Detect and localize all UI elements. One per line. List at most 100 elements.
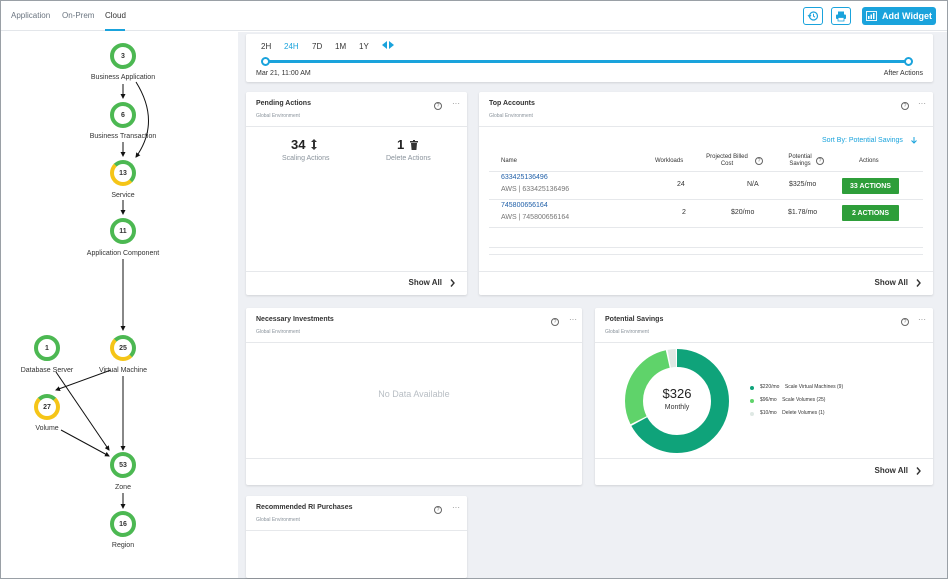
card-divider <box>246 126 467 127</box>
legend-label: Scale Volumes (25) <box>780 397 826 403</box>
delete-actions-count-group[interactable]: 1 <box>397 137 419 152</box>
timeline-track[interactable] <box>265 60 909 63</box>
history-button[interactable] <box>803 7 823 25</box>
scaling-actions-count: 34 <box>291 137 306 152</box>
label-virtual-machine[interactable]: Virtual Machine <box>98 367 148 374</box>
help-icon[interactable]: ? <box>901 102 909 110</box>
chevron-right-icon <box>450 278 455 287</box>
necessary-investments-title: Necessary Investments <box>256 316 334 323</box>
range-7d[interactable]: 7D <box>312 42 323 51</box>
sort-by-dropdown[interactable]: Sort By: Potential Savings <box>822 137 903 144</box>
help-icon[interactable]: ? <box>551 318 559 326</box>
node-region[interactable]: 16 <box>110 511 136 537</box>
potential-savings-subtitle: Global Environment <box>605 329 649 335</box>
more-options-icon[interactable]: ··· <box>918 315 926 324</box>
legend-label: Scale Virtual Machines (9) <box>783 384 844 390</box>
label-business-transaction[interactable]: Business Transaction <box>89 133 157 140</box>
node-virtual-machine[interactable]: 25 <box>110 335 136 361</box>
node-business-transaction[interactable]: 6 <box>110 102 136 128</box>
account-link[interactable]: 745800656164 <box>501 202 548 209</box>
range-1m[interactable]: 1M <box>335 42 347 51</box>
node-database-server[interactable]: 1 <box>34 335 60 361</box>
dashboard-main: 2H 24H 7D 1M 1Y Mar 21, 11:00 AM After A… <box>238 32 947 578</box>
tab-application[interactable]: Application <box>11 11 51 20</box>
node-business-application[interactable]: 3 <box>110 43 136 69</box>
edge-db-zone <box>55 371 110 451</box>
node-service[interactable]: 13 <box>110 160 136 186</box>
account-actions-button[interactable]: 2 ACTIONS <box>842 205 899 221</box>
scale-icon <box>311 139 318 150</box>
help-icon[interactable]: ? <box>434 102 442 110</box>
range-2h[interactable]: 2H <box>261 42 272 51</box>
billed-value: N/A <box>747 181 759 188</box>
legend-dot <box>750 386 754 390</box>
sort-arrow-icon[interactable] <box>911 137 917 144</box>
necessary-investments-subtitle: Global Environment <box>256 329 300 335</box>
node-volume[interactable]: 27 <box>34 394 60 420</box>
column-header-name: Name <box>501 158 518 164</box>
range-24h[interactable]: 24H <box>284 42 299 51</box>
more-options-icon[interactable]: ··· <box>452 99 460 108</box>
node-zone[interactable]: 53 <box>110 452 136 478</box>
help-icon[interactable]: ? <box>816 157 824 165</box>
pending-actions-show-all[interactable]: Show All <box>409 278 455 287</box>
tab-on-prem[interactable]: On-Prem <box>62 11 95 20</box>
more-options-icon[interactable]: ··· <box>918 99 926 108</box>
history-icon <box>807 11 819 21</box>
card-divider <box>246 458 582 459</box>
timeline-start-handle[interactable] <box>261 57 270 66</box>
pending-actions-subtitle: Global Environment <box>256 113 300 119</box>
help-icon[interactable]: ? <box>434 506 442 514</box>
account-provider: AWS | 633425136496 <box>501 186 570 193</box>
top-accounts-card: Top Accounts Global Environment ? ··· So… <box>479 92 933 295</box>
delete-actions-count: 1 <box>397 137 405 152</box>
help-icon[interactable]: ? <box>755 157 763 165</box>
legend-dot <box>750 399 754 403</box>
label-zone[interactable]: Zone <box>115 484 131 491</box>
top-bar: Application On-Prem Cloud Add Widget <box>1 1 947 31</box>
billed-value: $20/mo <box>731 209 755 216</box>
scaling-actions-count-group[interactable]: 34 <box>291 137 318 152</box>
pending-actions-card: Pending Actions Global Environment ? ···… <box>246 92 467 295</box>
timeline-end-label: After Actions <box>883 70 923 77</box>
chevron-right-icon <box>916 278 921 287</box>
scaling-actions-label: Scaling Actions <box>282 155 330 162</box>
legend-item[interactable]: $10/mo Delete Volumes (1) <box>760 410 825 416</box>
label-application-component[interactable]: Application Component <box>86 250 160 257</box>
donut-slice-1[interactable] <box>625 349 729 453</box>
account-actions-button[interactable]: 33 ACTIONS <box>842 178 899 194</box>
legend-item[interactable]: $220/mo Scale Virtual Machines (9) <box>760 384 843 390</box>
play-toggle-icon[interactable] <box>381 40 395 50</box>
potential-savings-title: Potential Savings <box>605 316 664 323</box>
potential-savings-show-all[interactable]: Show All <box>875 466 921 475</box>
label-database-server[interactable]: Database Server <box>20 367 74 374</box>
account-link[interactable]: 633425136496 <box>501 174 548 181</box>
table-header-divider <box>489 171 923 172</box>
empty-state-text: No Data Available <box>378 389 450 399</box>
timeline-end-handle[interactable] <box>904 57 913 66</box>
tab-cloud[interactable]: Cloud <box>105 11 126 20</box>
legend-amount: $96/mo <box>760 397 777 403</box>
node-application-component[interactable]: 11 <box>110 218 136 244</box>
legend-item[interactable]: $96/mo Scale Volumes (25) <box>760 397 825 403</box>
supply-chain-panel: 3 Business Application 6 Business Transa… <box>1 32 238 578</box>
label-service[interactable]: Service <box>111 192 135 199</box>
column-header-workloads: Workloads <box>655 158 684 164</box>
edge-ba-service <box>135 81 149 158</box>
savings-value: $1.78/mo <box>788 209 818 216</box>
help-icon[interactable]: ? <box>901 318 909 326</box>
top-accounts-show-all[interactable]: Show All <box>875 278 921 287</box>
label-volume[interactable]: Volume <box>35 425 59 432</box>
trash-icon <box>410 139 419 150</box>
more-options-icon[interactable]: ··· <box>452 503 460 512</box>
range-1y[interactable]: 1Y <box>359 42 369 51</box>
label-region[interactable]: Region <box>111 542 135 549</box>
delete-actions-label: Delete Actions <box>386 155 431 162</box>
more-options-icon[interactable]: ··· <box>569 315 577 324</box>
show-all-label: Show All <box>408 278 442 287</box>
add-widget-label: Add Widget <box>882 11 932 21</box>
label-business-application[interactable]: Business Application <box>90 74 156 81</box>
add-widget-button[interactable]: Add Widget <box>862 7 936 25</box>
print-button[interactable] <box>831 7 851 25</box>
donut-slice-0[interactable] <box>625 349 729 453</box>
